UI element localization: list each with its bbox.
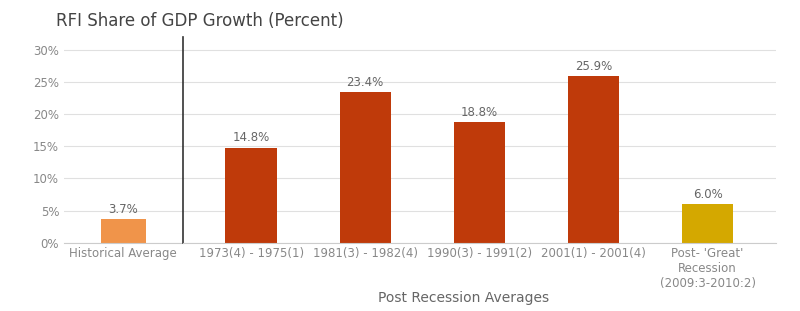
Text: 6.0%: 6.0%	[693, 188, 722, 201]
Text: Post Recession Averages: Post Recession Averages	[378, 291, 550, 305]
Text: 3.7%: 3.7%	[109, 203, 138, 216]
Bar	[454, 122, 505, 243]
Bar	[682, 204, 734, 243]
Text: RFI Share of GDP Growth (Percent): RFI Share of GDP Growth (Percent)	[56, 12, 344, 30]
Text: 18.8%: 18.8%	[461, 106, 498, 119]
Text: 25.9%: 25.9%	[575, 60, 612, 73]
Bar	[568, 77, 619, 243]
Text: 14.8%: 14.8%	[233, 132, 270, 144]
Bar	[101, 219, 146, 243]
Text: 23.4%: 23.4%	[346, 76, 384, 89]
Bar	[226, 148, 277, 243]
Bar	[339, 92, 391, 243]
